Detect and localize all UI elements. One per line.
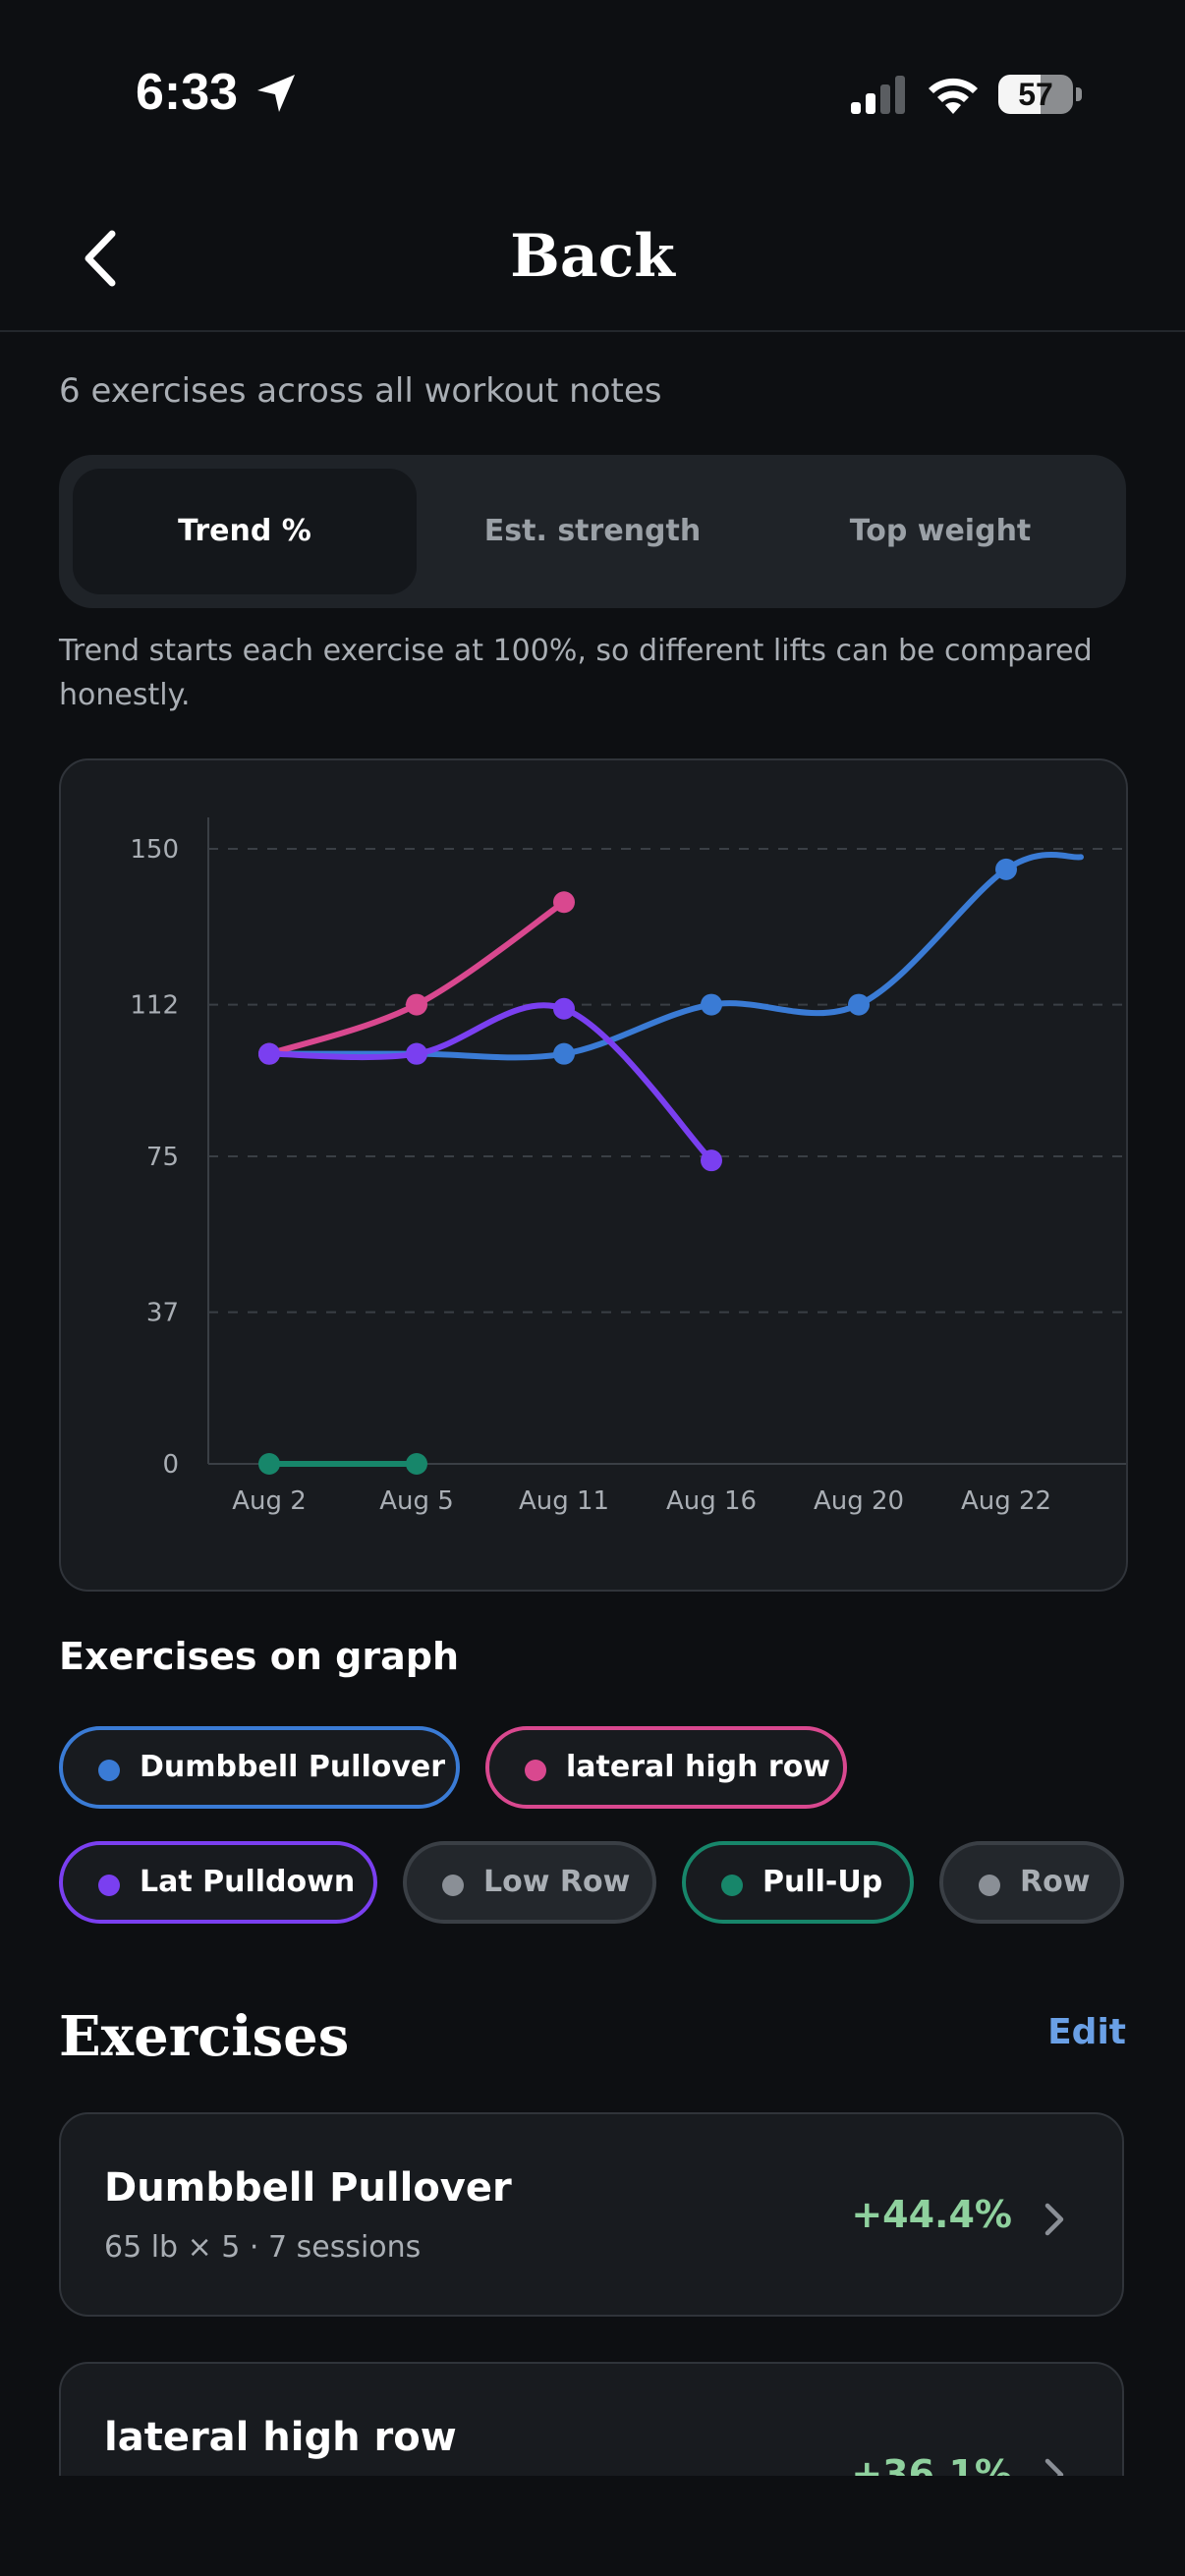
data-point-lat-pulldown (258, 1042, 280, 1065)
back-chevron-icon[interactable] (75, 226, 130, 291)
location-arrow-icon (257, 75, 295, 112)
series-color-dot (721, 1875, 743, 1896)
exercise-change: +44.4% (851, 2193, 1012, 2236)
page-title: Back (510, 222, 675, 291)
chevron-right-icon (1044, 2203, 1064, 2236)
x-tick-label: Aug 2 (232, 1486, 307, 1516)
nav-bar: Back (0, 187, 1185, 332)
chip-dumbbell-pullover[interactable]: Dumbbell Pullover (59, 1726, 460, 1809)
exercise-name: lateral high row (104, 2415, 457, 2460)
metric-segmented-control: Trend % Est. strength Top weight (59, 455, 1126, 608)
series-color-dot (98, 1875, 120, 1896)
x-tick-label: Aug 11 (519, 1486, 609, 1516)
x-tick-label: Aug 22 (961, 1486, 1051, 1516)
exercise-meta: 65 lb × 5 · 7 sessions (104, 2230, 422, 2265)
chip-low-row[interactable]: Low Row (403, 1841, 656, 1924)
x-tick-label: Aug 16 (666, 1486, 757, 1516)
data-point-lat-pulldown (406, 1042, 427, 1065)
data-point-dumbbell-pullover (995, 858, 1017, 880)
exercise-name: Dumbbell Pullover (104, 2165, 512, 2211)
y-tick-label: 0 (162, 1450, 179, 1480)
tab-trend-percent[interactable]: Trend % (73, 469, 417, 594)
chip-lat-pulldown[interactable]: Lat Pulldown (59, 1841, 377, 1924)
data-point-pull-up (406, 1453, 427, 1475)
chip-pull-up[interactable]: Pull-Up (682, 1841, 914, 1924)
trend-hint-text: Trend starts each exercise at 100%, so d… (59, 634, 1093, 712)
data-point-lat-pulldown (701, 1149, 722, 1172)
x-tick-label: Aug 5 (379, 1486, 454, 1516)
battery-indicator: 57 (998, 75, 1083, 116)
tab-top-weight[interactable]: Top weight (849, 514, 1032, 548)
y-tick-label: 150 (130, 835, 179, 865)
trend-chart-card: 150 112 75 37 0 Aug 2 Aug 5 Aug 11 Aug 16 Aug 20 A… (59, 758, 1128, 1592)
graph-section-title: Exercises on graph (59, 1635, 459, 1678)
data-point-pull-up (258, 1453, 280, 1475)
y-tick-label: 37 (146, 1299, 179, 1328)
x-tick-label: Aug 20 (814, 1486, 904, 1516)
edit-button[interactable]: Edit (1047, 2012, 1126, 2052)
series-color-dot (98, 1760, 120, 1781)
series-line-dumbbell-pullover (266, 852, 1084, 1061)
series-color-dot (525, 1760, 546, 1781)
trend-chart: 150 112 75 37 0 Aug 2 Aug 5 Aug 11 Aug 16 Aug 20 A… (130, 817, 1126, 1516)
bottom-fade (0, 2476, 1185, 2576)
data-point-lateral-high-row (553, 891, 575, 914)
status-time: 6:33 (136, 64, 239, 121)
wifi-icon (929, 78, 978, 114)
cellular-signal-icon (851, 76, 905, 114)
exercise-count-subtitle: 6 exercises across all workout notes (59, 371, 662, 411)
chip-lateral-high-row[interactable]: lateral high row (485, 1726, 847, 1809)
series-line-lat-pulldown (266, 1002, 714, 1164)
chip-row[interactable]: Row (939, 1841, 1124, 1924)
data-point-dumbbell-pullover (848, 993, 870, 1016)
exercise-row[interactable]: Dumbbell Pullover 65 lb × 5 · 7 sessions… (59, 2112, 1124, 2317)
series-line-lateral-high-row (266, 899, 567, 1057)
exercises-section-title: Exercises (59, 2004, 350, 2069)
data-point-lat-pulldown (553, 997, 575, 1020)
y-tick-label: 75 (146, 1143, 179, 1172)
series-color-dot (979, 1875, 1000, 1896)
data-point-lateral-high-row (406, 993, 427, 1016)
status-bar: 6:33 57 (0, 0, 1185, 187)
series-color-dot (442, 1875, 464, 1896)
tab-est-strength[interactable]: Est. strength (483, 514, 702, 548)
battery-icon: 57 (998, 75, 1073, 114)
data-point-dumbbell-pullover (701, 993, 722, 1016)
data-point-dumbbell-pullover (553, 1042, 575, 1065)
y-tick-label: 112 (130, 991, 179, 1021)
